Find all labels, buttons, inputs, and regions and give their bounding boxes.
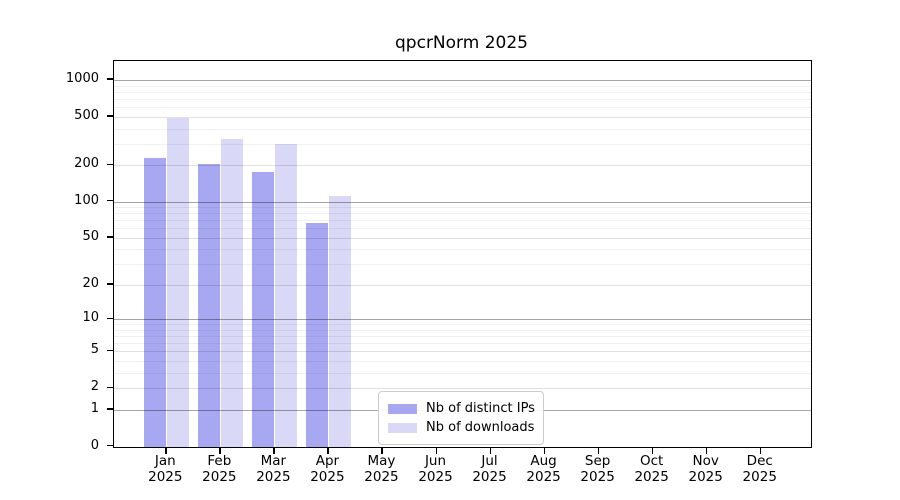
gridline-minor: [114, 343, 811, 345]
y-tick-label: 20: [82, 275, 99, 291]
y-tick-label: 5: [90, 342, 99, 358]
x-tick-label-apr: Apr 2025: [310, 453, 345, 485]
y-tick-mark: [107, 236, 114, 238]
legend: Nb of distinct IPs Nb of downloads: [378, 391, 544, 445]
bar-mar-distinct-ips: [251, 171, 274, 447]
gridline-20: [114, 284, 811, 286]
y-tick-mark: [107, 283, 114, 285]
gridline-minor: [114, 372, 811, 374]
gridline-500: [114, 116, 811, 118]
y-tick-mark: [107, 163, 114, 165]
x-tick-label-dec: Dec 2025: [742, 453, 777, 485]
x-tick-mark: [651, 448, 653, 454]
gridline-minor: [114, 336, 811, 338]
x-tick-mark: [759, 448, 762, 454]
gridline-1000: [114, 79, 811, 81]
x-tick-label-nov: Nov 2025: [688, 453, 723, 485]
gridline-minor: [114, 91, 811, 93]
x-tick-label-jan: Jan 2025: [148, 453, 183, 485]
y-tick-mark: [107, 200, 114, 202]
legend-item-downloads: Nb of downloads: [388, 419, 534, 436]
bar-feb-downloads: [220, 138, 243, 447]
gridline-minor: [114, 128, 811, 130]
gridline-minor: [114, 361, 811, 363]
x-tick-label-jun: Jun 2025: [418, 453, 453, 485]
y-tick-mark: [107, 408, 114, 410]
x-tick-mark: [435, 448, 437, 454]
y-tick-label: 1000: [65, 70, 99, 86]
y-tick-label: 50: [82, 228, 99, 244]
gridline-minor: [114, 264, 811, 266]
gridline-10: [114, 319, 811, 321]
bar-mar-downloads: [274, 144, 297, 447]
distinct-ips-swatch-icon: [388, 403, 417, 414]
y-tick-label: 200: [74, 156, 99, 172]
gridline-minor: [114, 207, 811, 209]
x-tick-mark: [165, 448, 167, 454]
x-tick-mark: [381, 448, 383, 454]
bar-feb-distinct-ips: [197, 163, 220, 447]
x-tick-label-feb: Feb 2025: [202, 453, 237, 485]
bar-apr-distinct-ips: [305, 223, 328, 447]
plot-area: [113, 60, 812, 448]
x-tick-mark: [219, 448, 221, 454]
x-tick-mark: [543, 448, 545, 454]
gridline-minor: [114, 324, 811, 326]
x-tick-label-sep: Sep 2025: [580, 453, 615, 485]
x-tick-mark: [597, 448, 599, 454]
x-tick-label-aug: Aug 2025: [526, 453, 561, 485]
y-tick-mark: [107, 317, 114, 320]
y-tick-mark: [107, 115, 114, 117]
gridline-minor: [114, 213, 811, 215]
y-tick-label: 10: [82, 310, 99, 326]
legend-label-downloads: Nb of downloads: [426, 420, 535, 435]
x-tick-mark: [489, 448, 491, 454]
y-tick-label: 100: [74, 192, 99, 208]
legend-item-distinct-ips: Nb of distinct IPs: [388, 400, 535, 417]
gridline-minor: [114, 107, 811, 109]
gridline-minor: [114, 228, 811, 230]
x-tick-mark: [273, 448, 275, 454]
gridline-200: [114, 165, 811, 167]
x-tick-label-oct: Oct 2025: [634, 453, 669, 485]
y-tick-label: 500: [74, 107, 99, 123]
gridline-2: [114, 388, 811, 390]
gridline-5: [114, 351, 811, 353]
gridline-minor: [114, 249, 811, 251]
gridline-100: [114, 201, 811, 203]
y-tick-mark: [107, 386, 114, 388]
gridline-minor: [114, 98, 811, 100]
gridline-minor: [114, 220, 811, 222]
y-tick-mark: [107, 445, 114, 447]
legend-label-distinct-ips: Nb of distinct IPs: [426, 401, 535, 416]
x-tick-mark: [327, 448, 329, 454]
gridline-minor: [114, 85, 811, 87]
bar-apr-downloads: [328, 196, 351, 447]
x-tick-label-mar: Mar 2025: [256, 453, 291, 485]
y-tick-label: 0: [90, 437, 99, 453]
x-tick-label-jul: Jul 2025: [472, 453, 507, 485]
y-tick-label: 1: [90, 400, 99, 416]
bar-jan-distinct-ips: [143, 158, 166, 447]
gridline-minor: [114, 329, 811, 331]
y-tick-mark: [107, 349, 114, 352]
gridline-minor: [114, 143, 811, 145]
x-tick-label-may: May 2025: [364, 453, 399, 485]
bar-jan-downloads: [166, 117, 189, 447]
y-tick-label: 2: [90, 379, 99, 395]
y-tick-mark: [107, 78, 114, 80]
x-tick-mark: [705, 448, 707, 454]
downloads-swatch-icon: [388, 422, 417, 433]
chart-title: qpcrNorm 2025: [395, 33, 528, 53]
gridline-50: [114, 237, 811, 239]
